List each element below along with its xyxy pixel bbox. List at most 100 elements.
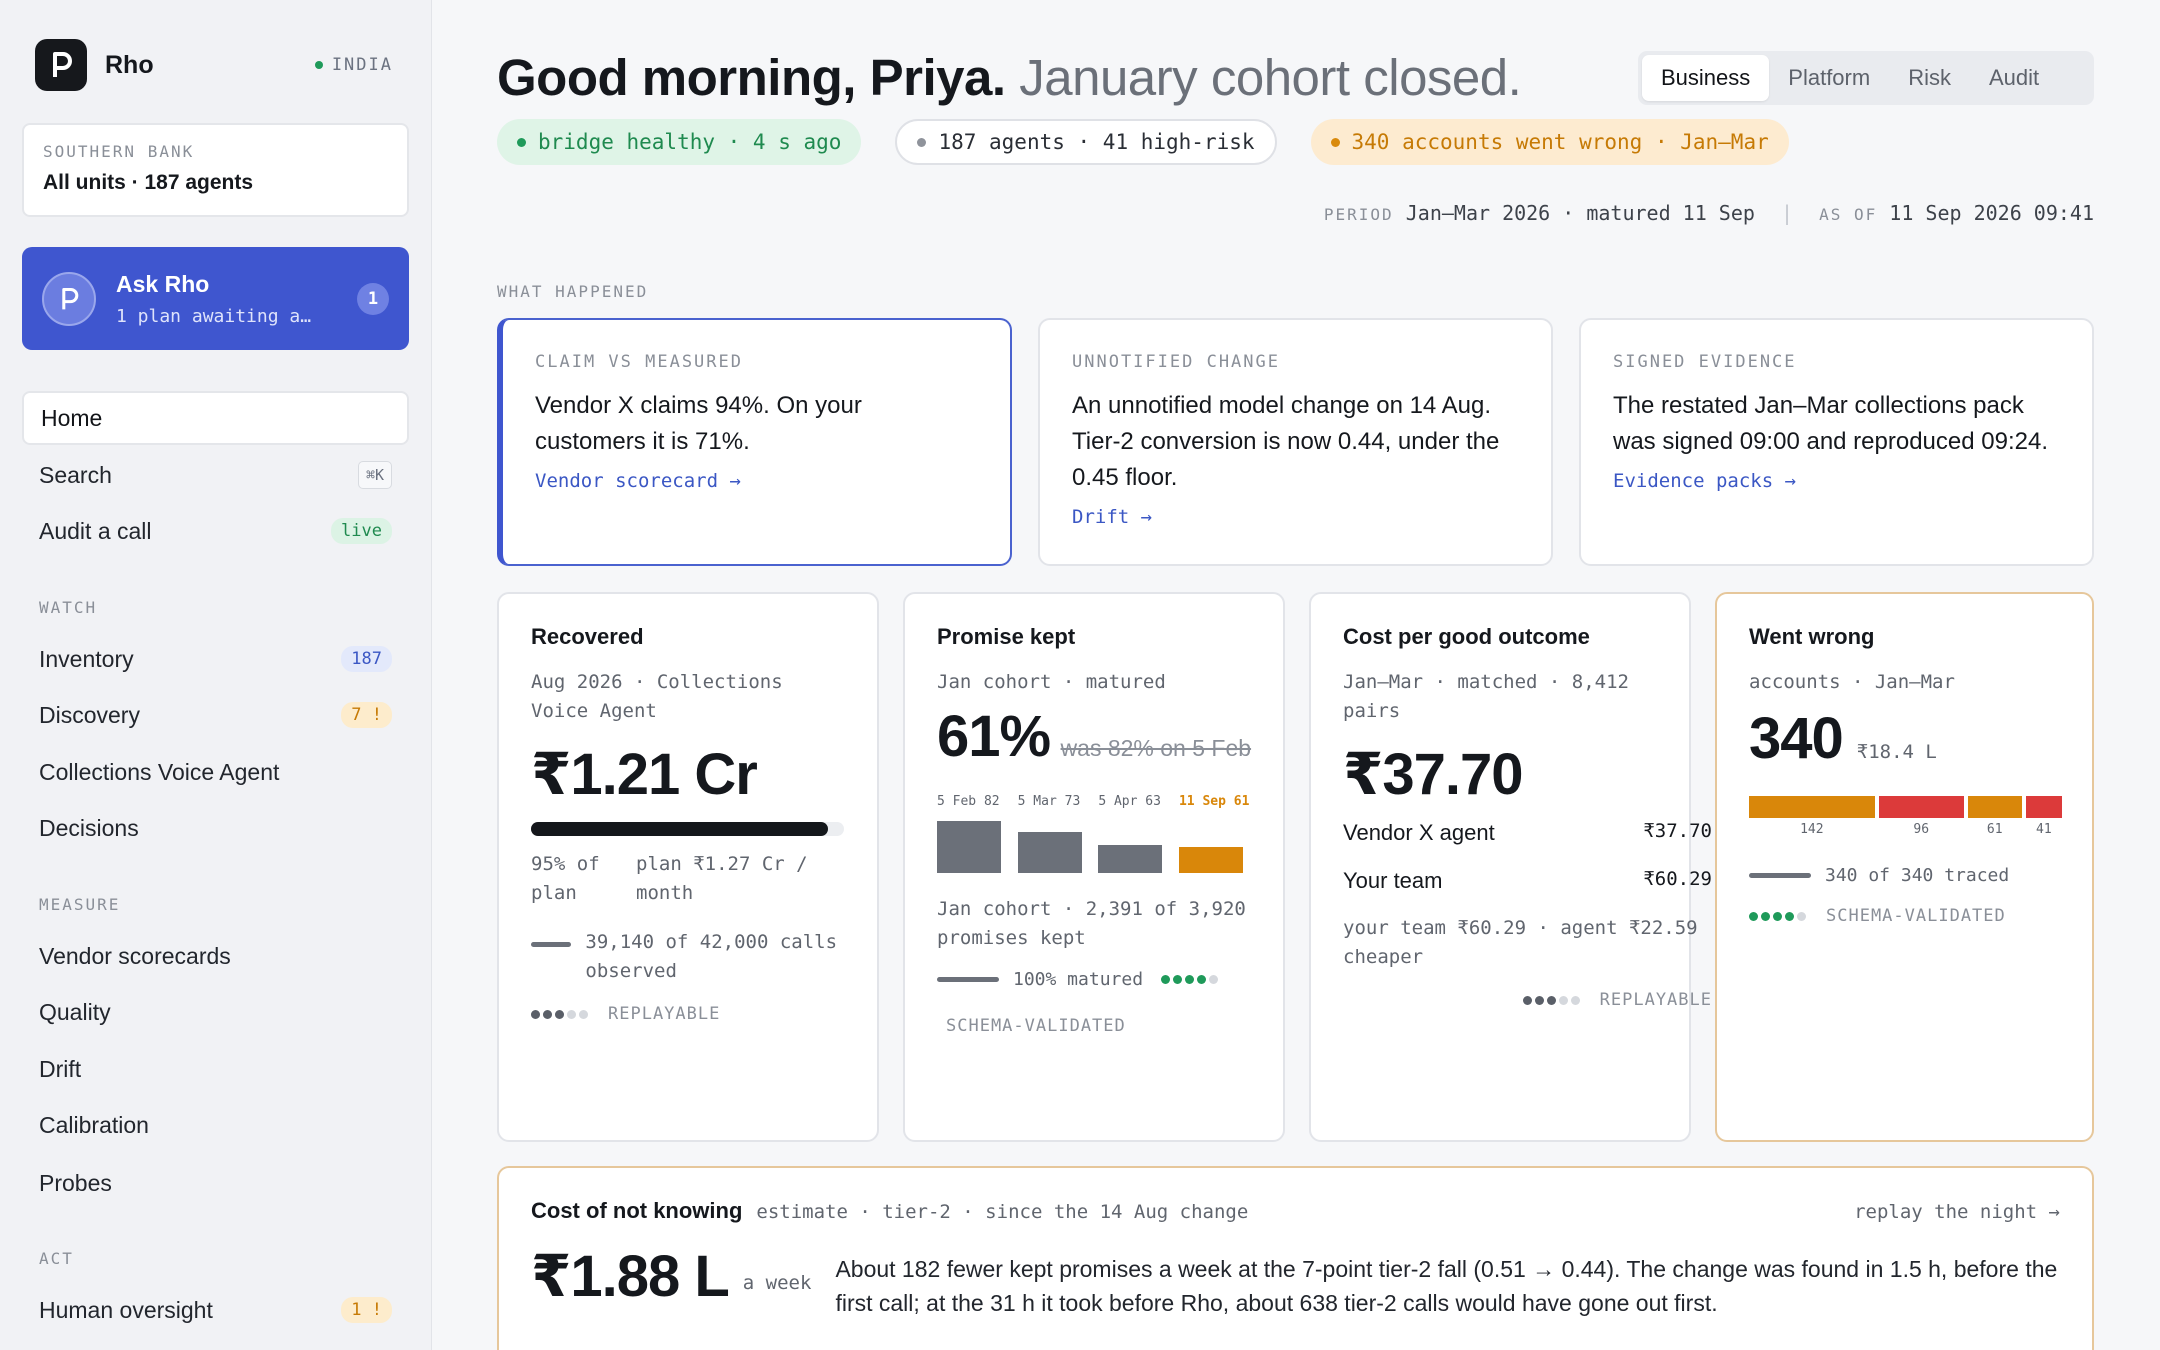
confidence-dot — [1209, 975, 1219, 984]
region-indicator[interactable]: INDIA — [314, 55, 393, 75]
bar-label: 11 Sep 61 — [1178, 794, 1250, 809]
nav-quality[interactable]: Quality — [22, 985, 409, 1039]
calls-observed: 39,140 of 42,000 calls observed — [585, 931, 838, 982]
meta-label: SCHEMA-VALIDATED — [1826, 906, 2006, 926]
confidence-dot — [1534, 995, 1544, 1005]
nav-drift[interactable]: Drift — [22, 1042, 409, 1096]
nav-human-oversight[interactable]: Human oversight 1 ! — [22, 1283, 409, 1337]
plan-amount-label: plan ₹1.27 Cr / month — [636, 853, 808, 904]
breakdown-segment-label: 142 — [1800, 822, 1824, 837]
nav-probes[interactable]: Probes — [22, 1156, 409, 1210]
cost-row-value: ₹37.70 — [1643, 820, 1712, 842]
bridge-status-dot — [517, 137, 526, 147]
bridge-status-badge[interactable]: bridge healthy · 4 s ago — [497, 119, 862, 165]
what-happened-label: WHAT HAPPENED — [497, 282, 649, 301]
matured-dash-icon — [937, 977, 999, 982]
confidence-dot — [1161, 975, 1171, 984]
went-wrong-status-dot — [1330, 137, 1340, 147]
confidence-dot — [1570, 995, 1580, 1005]
confidence-dot — [1546, 995, 1556, 1005]
nav-discovery-label: Discovery — [39, 701, 140, 728]
nav-collections-label: Collections Voice Agent — [39, 758, 280, 785]
highlight-card-evidence[interactable]: SIGNED EVIDENCE The restated Jan–Mar col… — [1579, 318, 2094, 566]
section-measure: MEASURE — [39, 895, 121, 914]
confidence-dots — [1749, 911, 1806, 921]
period-info: PERIOD Jan–Mar 2026 · matured 11 Sep | A… — [1324, 201, 2094, 225]
org-selector[interactable]: SOUTHERN BANK All units · 187 agents — [22, 123, 409, 217]
highlight-card-claim[interactable]: CLAIM VS MEASURED Vendor X claims 94%. O… — [497, 318, 1012, 566]
nav-home[interactable]: Home — [22, 391, 409, 445]
brand-name: Rho — [105, 50, 154, 79]
confidence-dot — [1185, 975, 1195, 984]
confidence-dot — [531, 1009, 540, 1019]
tab-platform[interactable]: Platform — [1788, 65, 1871, 90]
cost-row-value: ₹60.29 — [1643, 868, 1712, 890]
tab-business[interactable]: Business — [1642, 55, 1770, 101]
metric-title: Cost per good outcome — [1343, 624, 1590, 649]
confidence-dot — [1785, 911, 1794, 921]
cost-card-title: Cost of not knowing — [531, 1198, 743, 1223]
brand[interactable]: Rho — [35, 39, 154, 91]
cost-row-label: Your team — [1343, 868, 1443, 893]
nav-decisions-label: Decisions — [39, 814, 139, 841]
confidence-dot — [1761, 911, 1770, 921]
agents-status-badge[interactable]: 187 agents · 41 high-risk — [895, 119, 1277, 165]
confidence-dot — [543, 1009, 552, 1019]
vendor-scorecard-link[interactable]: Vendor scorecard → — [535, 470, 741, 492]
went-wrong-status-badge[interactable]: 340 accounts went wrong · Jan–Mar — [1310, 119, 1789, 165]
cost-row-team: Your team ₹60.29 — [1343, 868, 1712, 894]
metric-card-promise-kept[interactable]: Promise kept Jan cohort · matured 61% wa… — [903, 592, 1285, 1142]
period-value: Jan–Mar 2026 · matured 11 Sep — [1405, 201, 1755, 225]
confidence-dot — [567, 1009, 576, 1019]
breakdown-segment-label: 41 — [2036, 822, 2052, 837]
went-wrong-status-text: 340 accounts went wrong · Jan–Mar — [1351, 130, 1769, 154]
metric-value: ₹1.21 Cr — [531, 742, 758, 807]
breakdown-segment — [2025, 796, 2062, 818]
nav-collections-voice-agent[interactable]: Collections Voice Agent — [22, 745, 409, 799]
confidence-dot — [1773, 911, 1782, 921]
ask-rho-button[interactable]: Ask Rho 1 plan awaiting a… 1 — [22, 247, 409, 350]
breakdown-segment — [1878, 796, 1964, 818]
nav-calibration-label: Calibration — [39, 1111, 149, 1138]
cost-of-not-knowing-card[interactable]: Cost of not knowing estimate · tier-2 · … — [497, 1166, 2094, 1350]
metric-subtitle: Jan–Mar · matched · 8,412 pairs — [1343, 671, 1629, 722]
nav-human-oversight-label: Human oversight — [39, 1296, 213, 1323]
replay-night-link[interactable]: replay the night → — [1854, 1201, 2060, 1223]
nav-vendor-scorecards[interactable]: Vendor scorecards — [22, 929, 409, 983]
metric-card-recovered[interactable]: Recovered Aug 2026 · Collections Voice A… — [497, 592, 879, 1142]
metric-card-cost-per-outcome[interactable]: Cost per good outcome Jan–Mar · matched … — [1309, 592, 1712, 1142]
promise-bar — [1178, 847, 1243, 873]
tab-audit[interactable]: Audit — [1988, 65, 2040, 90]
highlight-label: UNNOTIFIED CHANGE — [1072, 352, 1280, 372]
nav-inventory[interactable]: Inventory 187 — [22, 632, 409, 686]
tab-risk[interactable]: Risk — [1908, 65, 1951, 90]
confidence-dot — [1522, 995, 1532, 1005]
nav-home-label: Home — [41, 404, 103, 431]
confidence-dots — [531, 1009, 588, 1019]
highlight-text: The restated Jan–Mar collections pack wa… — [1613, 392, 2048, 455]
metric-title: Went wrong — [1749, 624, 1875, 649]
went-wrong-breakdown-labels: 142 96 61 41 — [1749, 822, 2062, 837]
evidence-packs-link[interactable]: Evidence packs → — [1613, 470, 1797, 492]
oversight-alert-badge: 1 ! — [341, 1297, 392, 1323]
nav-search[interactable]: Search ⌘K — [22, 448, 409, 502]
highlight-card-change[interactable]: UNNOTIFIED CHANGE An unnotified model ch… — [1038, 318, 1553, 566]
region-label: INDIA — [331, 55, 393, 75]
nav-decisions[interactable]: Decisions — [22, 801, 409, 855]
promise-bar — [1098, 845, 1163, 873]
nav-audit-call[interactable]: Audit a call live — [22, 504, 409, 558]
view-tabs: Business Platform Risk Audit — [1638, 51, 2094, 105]
matured-label: 100% matured — [1013, 969, 1144, 990]
drift-link[interactable]: Drift → — [1072, 506, 1153, 528]
nav-calibration[interactable]: Calibration — [22, 1098, 409, 1152]
search-shortcut: ⌘K — [357, 461, 392, 489]
metric-card-went-wrong[interactable]: Went wrong accounts · Jan–Mar 340 ₹18.4 … — [1715, 592, 2094, 1142]
plan-pct-label: 95% of plan — [531, 853, 600, 904]
cost-card-context: estimate · tier-2 · since the 14 Aug cha… — [756, 1201, 1249, 1223]
promise-bar — [1017, 832, 1082, 873]
section-watch: WATCH — [39, 598, 98, 617]
cost-card-unit: a week — [742, 1272, 812, 1294]
nav-discovery[interactable]: Discovery 7 ! — [22, 688, 409, 742]
meta-label: REPLAYABLE — [608, 1004, 721, 1024]
rho-avatar-icon — [42, 271, 96, 326]
